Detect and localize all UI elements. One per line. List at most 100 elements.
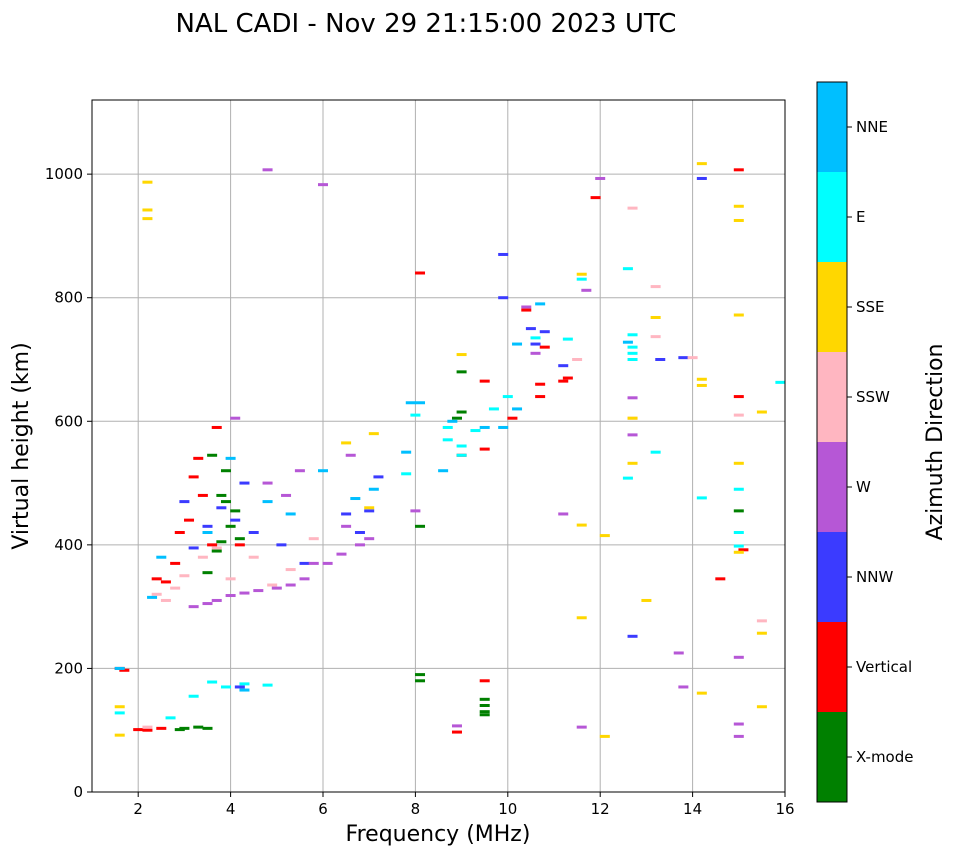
data-point	[262, 481, 273, 485]
data-point	[151, 592, 162, 596]
data-point	[202, 571, 213, 575]
chart-title: NAL CADI - Nov 29 21:15:00 2023 UTC	[176, 9, 677, 39]
x-axis-label: Frequency (MHz)	[346, 822, 531, 847]
data-point	[410, 509, 421, 513]
y-tick-label: 800	[54, 289, 83, 307]
colorbar-segment	[817, 172, 847, 262]
data-point	[696, 162, 707, 166]
series-x-mode	[174, 370, 744, 732]
data-point	[733, 395, 744, 399]
data-point	[114, 733, 125, 737]
series-ssw	[142, 206, 767, 729]
data-point	[220, 685, 231, 689]
data-point	[442, 425, 453, 429]
colorbar-segment	[817, 532, 847, 622]
data-point	[507, 416, 518, 420]
x-tick-label: 8	[411, 800, 421, 818]
data-point	[160, 580, 171, 584]
y-tick-label: 400	[54, 536, 83, 554]
data-point	[276, 543, 287, 547]
data-point	[470, 429, 481, 433]
x-tick-label: 16	[775, 800, 794, 818]
data-point	[197, 555, 208, 559]
data-point	[262, 500, 273, 504]
data-point	[188, 694, 199, 698]
x-tick-label: 12	[591, 800, 610, 818]
data-point	[415, 401, 426, 405]
series-nne	[114, 302, 633, 692]
data-point	[248, 531, 259, 534]
data-point	[202, 531, 213, 534]
data-point	[147, 595, 158, 599]
data-point	[415, 271, 426, 275]
data-point	[220, 469, 231, 473]
data-point	[696, 383, 707, 387]
colorbar-label-w: W	[856, 478, 871, 496]
colorbar-label-nne: NNE	[856, 118, 888, 136]
data-point	[576, 277, 587, 281]
data-point	[188, 546, 199, 550]
data-point	[234, 685, 245, 689]
x-tick-label: 6	[318, 800, 328, 818]
colorbar-segment	[817, 262, 847, 352]
data-point	[285, 512, 296, 516]
data-point	[733, 313, 744, 317]
data-point	[650, 315, 661, 319]
data-point	[220, 500, 231, 504]
data-point	[599, 734, 610, 738]
data-point	[530, 342, 541, 346]
data-point	[733, 168, 744, 172]
data-point	[373, 475, 384, 479]
data-point	[521, 308, 532, 312]
data-point	[415, 524, 426, 528]
data-point	[627, 416, 638, 420]
data-point	[341, 524, 352, 528]
data-point	[576, 272, 587, 276]
x-tick-label: 14	[683, 800, 702, 818]
data-point	[678, 685, 689, 689]
data-point	[756, 631, 767, 635]
data-point	[627, 396, 638, 400]
data-point	[151, 577, 162, 581]
data-point	[530, 351, 541, 355]
data-point	[733, 550, 744, 554]
data-point	[733, 487, 744, 491]
data-point	[364, 506, 375, 510]
series-vertical	[114, 168, 749, 734]
plot-frame	[91, 99, 786, 793]
data-point	[133, 728, 144, 732]
data-point	[239, 682, 250, 686]
data-point	[627, 206, 638, 210]
data-point	[595, 176, 606, 180]
data-point	[627, 358, 638, 361]
data-point	[234, 537, 245, 541]
data-point	[230, 509, 241, 513]
series-sse	[114, 162, 767, 738]
data-point	[627, 345, 638, 349]
data-point	[733, 204, 744, 208]
data-point	[253, 589, 264, 593]
data-point	[174, 728, 185, 732]
series-e	[114, 267, 786, 720]
colorbar-label-sse: SSE	[856, 298, 885, 316]
data-point	[354, 543, 365, 547]
data-point	[174, 531, 185, 534]
data-point	[202, 726, 213, 730]
data-point	[142, 180, 153, 184]
data-point	[678, 356, 689, 360]
data-point	[188, 475, 199, 479]
data-point	[451, 730, 462, 734]
data-point	[179, 574, 190, 578]
data-point	[576, 523, 587, 527]
data-point	[142, 728, 153, 732]
series-nnw	[179, 176, 707, 689]
data-point	[655, 358, 666, 361]
data-point	[442, 438, 453, 442]
data-point	[733, 461, 744, 465]
data-point	[239, 688, 250, 692]
data-point	[756, 705, 767, 709]
data-point	[479, 425, 490, 429]
data-point	[756, 619, 767, 623]
x-tick-label: 2	[133, 800, 143, 818]
data-point	[364, 509, 375, 513]
